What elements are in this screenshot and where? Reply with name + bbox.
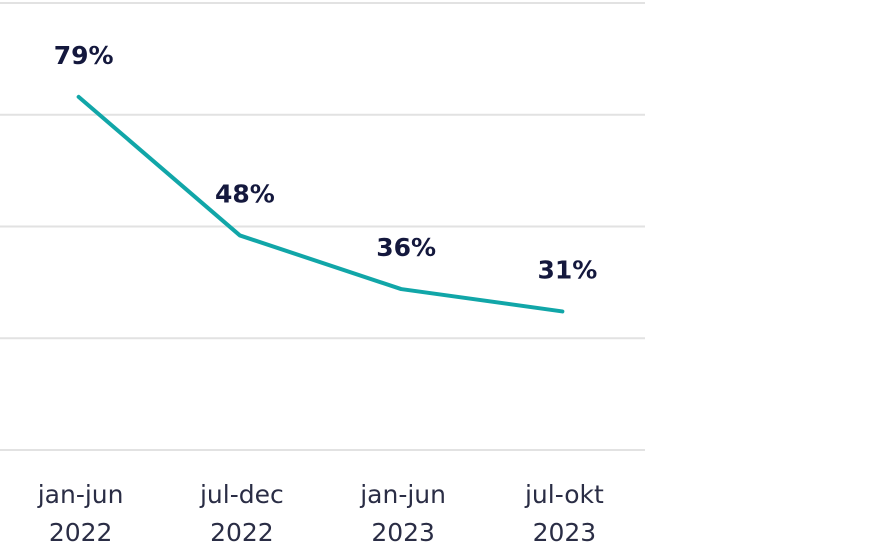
series-line [76, 94, 565, 314]
data-label: 36% [376, 233, 436, 262]
gridlines [0, 2, 645, 451]
x-axis-ticks: jan-jun 2022 jul-dec 2022 jan-jun 2023 jul-okt… [37, 480, 604, 547]
data-label: 31% [537, 255, 597, 284]
x-tick-label: 2023 [371, 518, 435, 547]
data-label: 48% [215, 179, 275, 208]
x-tick-label: 2023 [533, 518, 597, 547]
x-tick-label: jan-jun [359, 480, 446, 509]
x-tick-label: jul-dec [199, 480, 284, 509]
data-label: 79% [54, 41, 114, 70]
x-tick-label: jan-jun [37, 480, 124, 509]
data-labels: 79% 48% 36% 31% [54, 41, 598, 285]
x-tick-label: 2022 [49, 518, 113, 547]
x-tick-label: 2022 [210, 518, 274, 547]
x-tick-label: jul-okt [524, 480, 604, 509]
